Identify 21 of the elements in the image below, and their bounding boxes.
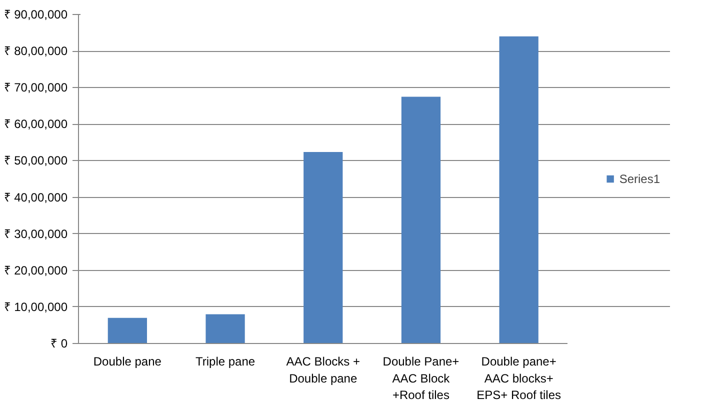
x-tick-label: Triple pane: [195, 354, 256, 368]
x-tick-label: Double Pane+ AAC Block +Roof tiles: [382, 354, 460, 402]
y-tick-label: ₹ 30,00,000: [4, 226, 68, 241]
y-tick-label: ₹ 10,00,000: [4, 300, 68, 314]
y-tick-label: ₹ 0: [50, 336, 68, 350]
y-tick-label: ₹ 90,00,000: [4, 8, 68, 22]
y-tick-label: ₹ 70,00,000: [4, 80, 68, 95]
bar: [304, 152, 343, 344]
x-tick-label: Double pane+ AAC blocks+ EPS+ Roof tiles: [476, 354, 562, 402]
y-tick-label: ₹ 20,00,000: [4, 263, 68, 278]
x-tick-label: AAC Blocks + Double pane: [286, 354, 360, 386]
x-tick-label: Double pane: [93, 354, 162, 368]
y-tick-label: ₹ 50,00,000: [4, 154, 68, 168]
bar: [206, 314, 245, 344]
bar: [499, 36, 538, 344]
y-tick-label: ₹ 40,00,000: [4, 190, 68, 204]
bar: [108, 318, 147, 344]
legend-label: Series1: [619, 172, 660, 186]
bar: [401, 96, 441, 344]
y-tick-label: ₹ 60,00,000: [4, 117, 68, 132]
y-tick-label: ₹ 80,00,000: [4, 44, 68, 58]
